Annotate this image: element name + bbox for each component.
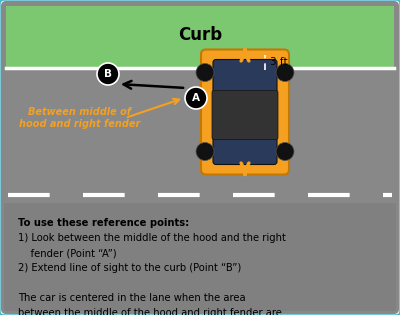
FancyBboxPatch shape [213, 60, 277, 94]
Circle shape [97, 63, 119, 85]
Bar [6, 6, 394, 68]
FancyBboxPatch shape [4, 203, 396, 311]
Circle shape [196, 142, 214, 161]
Text: B: B [104, 69, 112, 79]
Text: A: A [192, 93, 200, 103]
Text: To use these reference points:: To use these reference points: [18, 218, 189, 228]
Circle shape [276, 142, 294, 161]
Text: fender (Point “A”): fender (Point “A”) [18, 248, 117, 258]
Text: Between middle of
hood and right fender: Between middle of hood and right fender [19, 107, 141, 129]
Circle shape [185, 87, 207, 109]
FancyBboxPatch shape [213, 136, 277, 164]
FancyBboxPatch shape [201, 49, 289, 175]
Text: 2) Extend line of sight to the curb (Point “B”): 2) Extend line of sight to the curb (Poi… [18, 263, 241, 273]
Text: The car is centered in the lane when the area: The car is centered in the lane when the… [18, 293, 246, 303]
Circle shape [276, 64, 294, 82]
FancyBboxPatch shape [212, 90, 278, 140]
Circle shape [196, 64, 214, 82]
Text: 3 ft: 3 ft [270, 57, 288, 67]
Text: 1) Look between the middle of the hood and the right: 1) Look between the middle of the hood a… [18, 233, 286, 243]
Text: Curb: Curb [178, 26, 222, 44]
Text: between the middle of the hood and right fender are: between the middle of the hood and right… [18, 308, 282, 315]
